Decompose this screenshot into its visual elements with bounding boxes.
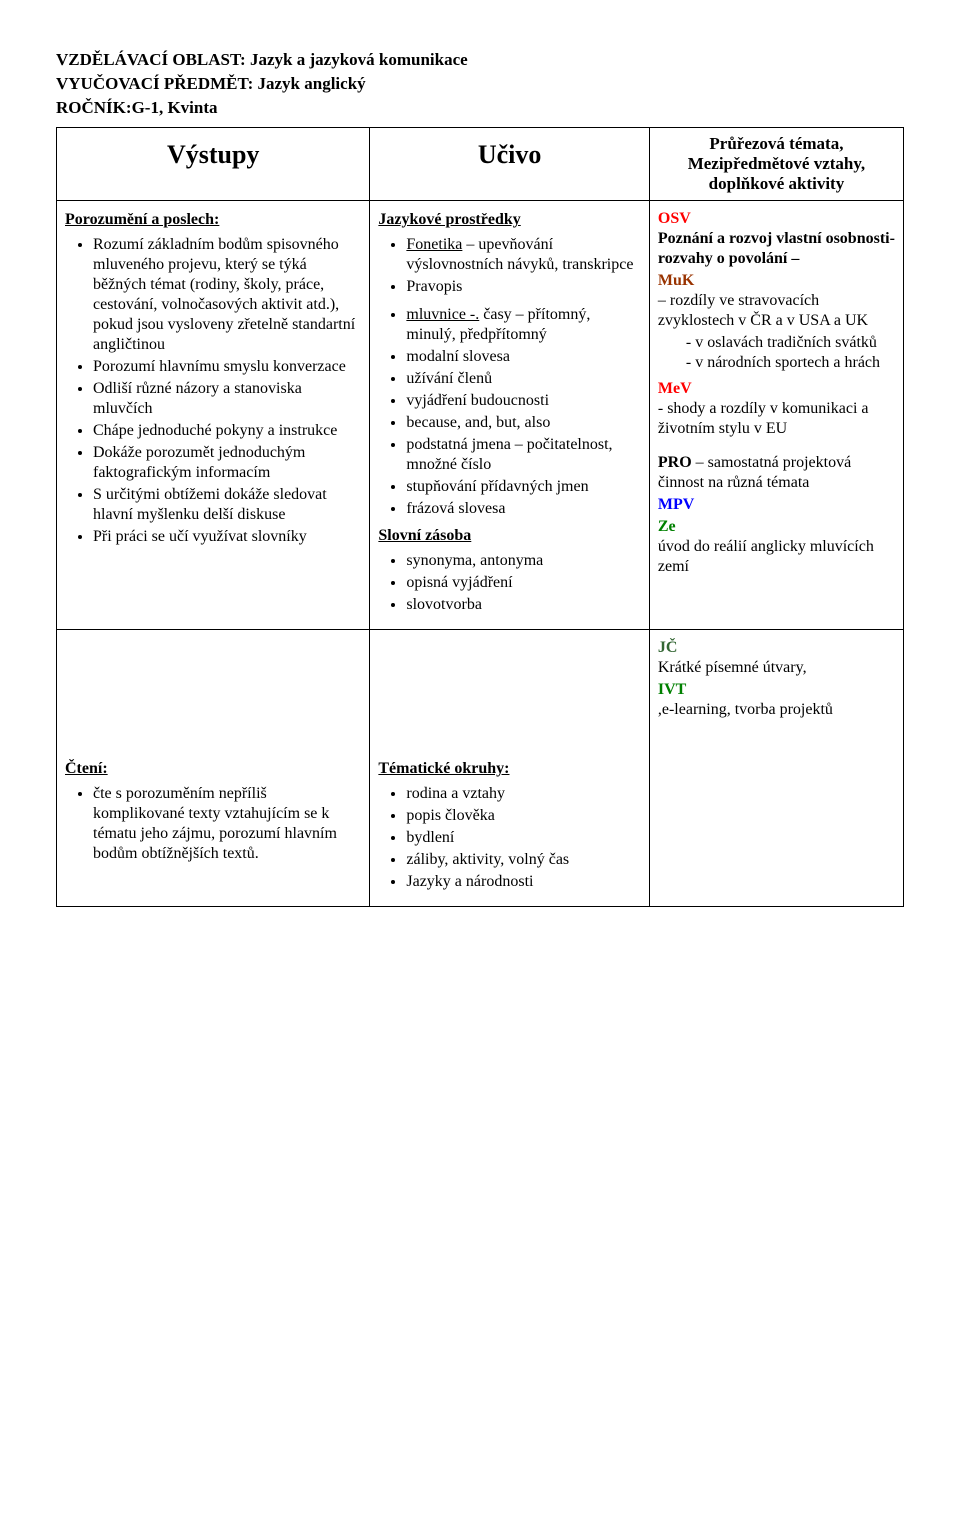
spacer: [65, 636, 361, 756]
ze-text: úvod do reálií anglicky mluvících zemí: [658, 538, 874, 575]
list-item: popis člověka: [406, 806, 641, 826]
jc-block: JČ Krátké písemné útvary,: [658, 638, 895, 678]
list-item: Porozumí hlavnímu smyslu konverzace: [93, 357, 361, 377]
list-item: Jazyky a národnosti: [406, 872, 641, 892]
list-item: čte s porozuměním nepříliš komplikované …: [93, 784, 361, 864]
cell-r1c2: Jazykové prostředky Fonetika – upevňován…: [370, 201, 650, 630]
list-item: Pravopis: [406, 277, 641, 297]
table-header-row: Výstupy Učivo Průřezová témata, Mezipřed…: [57, 128, 904, 201]
osv-block: OSV Poznání a rozvoj vlastní osobnosti- …: [658, 209, 895, 269]
dash-item: - v národních sportech a hrách: [686, 353, 895, 373]
list-item: modalní slovesa: [406, 347, 641, 367]
header-label-1: VZDĚLÁVACÍ OBLAST:: [56, 50, 246, 69]
list-item: bydlení: [406, 828, 641, 848]
ivt-text: ,e-learning, tvorba projektů: [658, 701, 833, 718]
list-item: Při práci se učí využívat slovníky: [93, 527, 361, 547]
list-item: Fonetika – upevňování výslovnostních náv…: [406, 235, 641, 275]
tag-muk: MuK: [658, 272, 694, 289]
tag-osv: OSV: [658, 210, 691, 227]
cell-r2c1: Čtení: čte s porozuměním nepříliš kompli…: [57, 630, 370, 907]
tag-mev: MeV: [658, 380, 692, 397]
muk-dash-list: - v oslavách tradičních svátků- v národn…: [658, 333, 895, 373]
list-item: frázová slovesa: [406, 499, 641, 519]
list-item: podstatná jmena – počitatelnost, množné …: [406, 435, 641, 475]
list-item: užívání členů: [406, 369, 641, 389]
list-jazykove-b: mluvnice -. časy – přítomný, minulý, pře…: [378, 305, 641, 519]
underlined-term: mluvnice -.: [406, 306, 479, 323]
list-item: záliby, aktivity, volný čas: [406, 850, 641, 870]
section-porozumeni: Porozumění a poslech:: [65, 211, 361, 229]
th-vystupy: Výstupy: [57, 128, 370, 201]
curriculum-table: Výstupy Učivo Průřezová témata, Mezipřed…: [56, 127, 904, 907]
heading-vystupy: Výstupy: [65, 134, 361, 176]
list-item: stupňování přídavných jmen: [406, 477, 641, 497]
cell-r1c3: OSV Poznání a rozvoj vlastní osobnosti- …: [649, 201, 903, 630]
th-ucivo: Učivo: [370, 128, 650, 201]
pro-block: PRO – samostatná projektová činnost na r…: [658, 453, 895, 493]
mev-block: MeV - shody a rozdíly v komunikaci a živ…: [658, 379, 895, 439]
list-item: rodina a vztahy: [406, 784, 641, 804]
list-tematicke-okruhy: rodina a vztahypopis člověkabydlenízálib…: [378, 784, 641, 892]
tag-pro: PRO: [658, 454, 692, 471]
tag-jc: JČ: [658, 639, 678, 656]
list-item: S určitými obtížemi dokáže sledovat hlav…: [93, 485, 361, 525]
mev-text: - shody a rozdíly v komunikaci a životní…: [658, 400, 869, 437]
jc-text: Krátké písemné útvary,: [658, 659, 807, 676]
list-jazykove-a: Fonetika – upevňování výslovnostních náv…: [378, 235, 641, 297]
list-item: Dokáže porozumět jednoduchým faktografic…: [93, 443, 361, 483]
list-item: slovotvorba: [406, 595, 641, 615]
section-jazykove-prostredky: Jazykové prostředky: [378, 211, 641, 229]
list-item: Rozumí základním bodům spisovného mluven…: [93, 235, 361, 355]
list-cteni: čte s porozuměním nepříliš komplikované …: [65, 784, 361, 864]
section-slovni-zasoba: Slovní zásoba: [378, 527, 641, 545]
underlined-term: Fonetika: [406, 236, 462, 253]
ivt-block: IVT ,e-learning, tvorba projektů: [658, 680, 895, 720]
header-value-2: Jazyk anglický: [253, 74, 365, 93]
header-value-3: G-1, Kvinta: [132, 98, 218, 117]
list-item: vyjádření budoucnosti: [406, 391, 641, 411]
list-porozumeni: Rozumí základním bodům spisovného mluven…: [65, 235, 361, 547]
list-item: opisná vyjádření: [406, 573, 641, 593]
list-item: because, and, but, also: [406, 413, 641, 433]
section-cteni: Čtení:: [65, 760, 361, 778]
cell-r2c2: Tématické okruhy: rodina a vztahypopis č…: [370, 630, 650, 907]
muk-block: MuK – rozdíly ve stravovacích zvyklostec…: [658, 271, 895, 331]
list-item: mluvnice -. časy – přítomný, minulý, pře…: [406, 305, 641, 345]
header-line-3: ROČNÍK:G-1, Kvinta: [56, 96, 904, 120]
tag-ivt: IVT: [658, 681, 686, 698]
table-row: Čtení: čte s porozuměním nepříliš kompli…: [57, 630, 904, 907]
header-value-1: Jazyk a jazyková komunikace: [246, 50, 468, 69]
list-item: Chápe jednoduché pokyny a instrukce: [93, 421, 361, 441]
spacer: [658, 441, 895, 451]
header-label-2: VYUČOVACÍ PŘEDMĚT:: [56, 74, 253, 93]
dash-item: - v oslavách tradičních svátků: [686, 333, 895, 353]
list-item: synonyma, antonyma: [406, 551, 641, 571]
th-prurezova: Průřezová témata, Mezipředmětové vztahy,…: [649, 128, 903, 201]
heading-prurezova: Průřezová témata, Mezipředmětové vztahy,…: [658, 134, 895, 194]
cell-r2c3: JČ Krátké písemné útvary, IVT ,e-learnin…: [649, 630, 903, 907]
heading-ucivo: Učivo: [378, 134, 641, 176]
spacer: [378, 636, 641, 756]
ze-block: Ze úvod do reálií anglicky mluvících zem…: [658, 517, 895, 577]
tag-ze: Ze: [658, 518, 676, 535]
list-slovni-zasoba: synonyma, antonymaopisná vyjádřeníslovot…: [378, 551, 641, 615]
osv-text: Poznání a rozvoj vlastní osobnosti- rozv…: [658, 230, 895, 267]
document-header: VZDĚLÁVACÍ OBLAST: Jazyk a jazyková komu…: [56, 48, 904, 119]
cell-r1c1: Porozumění a poslech: Rozumí základním b…: [57, 201, 370, 630]
section-tematicke-okruhy: Tématické okruhy:: [378, 760, 641, 778]
header-line-1: VZDĚLÁVACÍ OBLAST: Jazyk a jazyková komu…: [56, 48, 904, 72]
header-line-2: VYUČOVACÍ PŘEDMĚT: Jazyk anglický: [56, 72, 904, 96]
muk-intro: – rozdíly ve stravovacích zvyklostech v …: [658, 292, 868, 329]
table-row: Porozumění a poslech: Rozumí základním b…: [57, 201, 904, 630]
list-item: Odliší různé názory a stanoviska mluvčíc…: [93, 379, 361, 419]
tag-mpv: MPV: [658, 495, 895, 515]
header-label-3: ROČNÍK:: [56, 98, 132, 117]
